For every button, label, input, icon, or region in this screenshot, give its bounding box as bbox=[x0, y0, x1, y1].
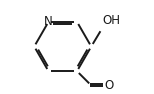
Text: N: N bbox=[44, 15, 53, 28]
Text: O: O bbox=[104, 79, 114, 92]
Text: OH: OH bbox=[102, 14, 120, 27]
